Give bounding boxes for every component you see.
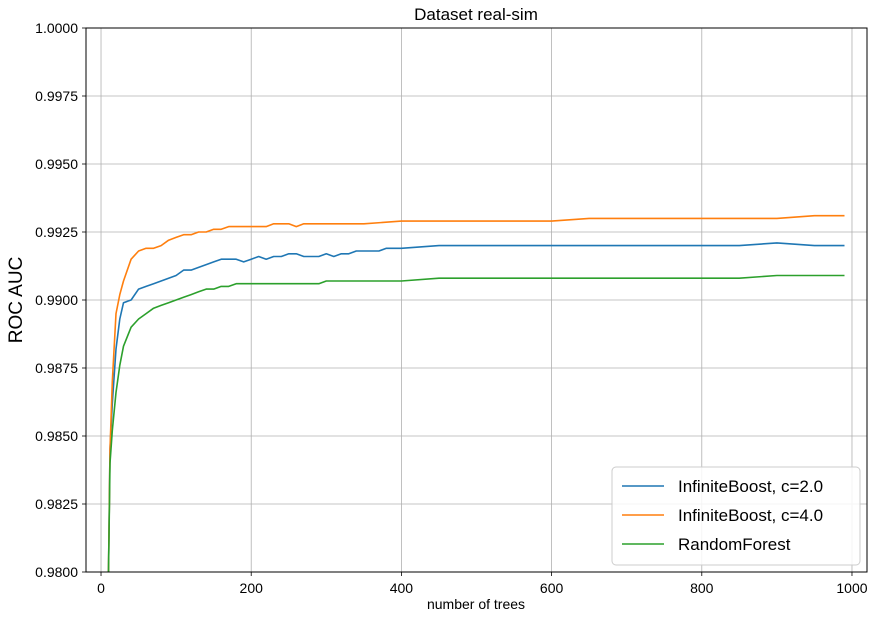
- series-layer: [107, 214, 845, 573]
- y-tick-label: 0.9950: [35, 156, 78, 172]
- y-axis-label: ROC AUC: [6, 257, 27, 344]
- x-tick-label: 1000: [836, 580, 867, 596]
- series-line-0: [107, 242, 845, 573]
- x-tick-label: 800: [690, 580, 714, 596]
- x-tick-label: 600: [540, 580, 564, 596]
- y-tick-label: 0.9975: [35, 88, 78, 104]
- legend-box: [611, 466, 861, 566]
- y-tick-label: 1.0000: [35, 20, 78, 36]
- x-tick-label: 400: [390, 580, 414, 596]
- x-axis-label: number of trees: [427, 596, 525, 612]
- series-line-1: [107, 214, 845, 573]
- y-tick-label: 0.9875: [35, 360, 78, 376]
- legend: InfiniteBoost, c=2.0 InfiniteBoost, c=4.…: [611, 466, 861, 566]
- ticks: 0 200 400 600 800 1000 0.9800 0.9825 0.9850 0.987…: [35, 20, 868, 596]
- y-tick-label: 0.9925: [35, 224, 78, 240]
- y-tick-label: 0.9825: [35, 496, 78, 512]
- legend-label-infiniteboost-c4: InfiniteBoost, c=4.0: [678, 506, 823, 525]
- y-tick-label: 0.9900: [35, 292, 78, 308]
- y-tick-label: 0.9800: [35, 564, 78, 580]
- x-tick-label: 0: [97, 580, 105, 596]
- x-tick-label: 200: [240, 580, 264, 596]
- y-tick-label: 0.9850: [35, 428, 78, 444]
- series-line-2: [107, 274, 845, 573]
- chart-title: Dataset real-sim: [414, 5, 538, 24]
- legend-label-infiniteboost-c2: InfiniteBoost, c=2.0: [678, 477, 823, 496]
- legend-label-randomforest: RandomForest: [678, 535, 791, 554]
